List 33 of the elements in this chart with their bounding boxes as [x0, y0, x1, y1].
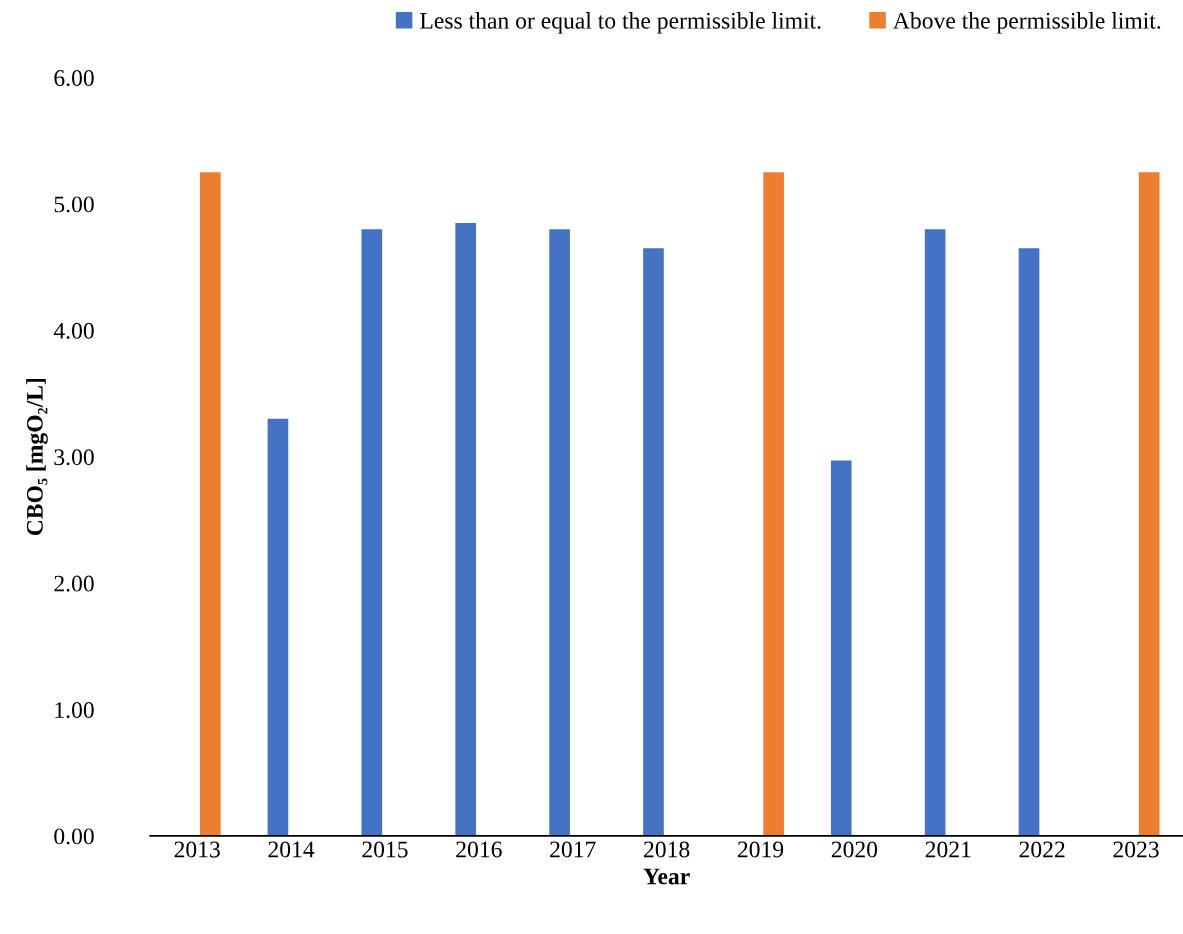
x-tick-label: 2015 — [362, 841, 408, 858]
y-tick-label: 3.00 — [54, 449, 94, 466]
y-tick-label: 2.00 — [54, 575, 94, 592]
y-axis-title: CBO₅ [mgO₂/L] — [26, 378, 48, 536]
bar — [267, 418, 289, 836]
bar — [924, 229, 946, 836]
bar — [1138, 172, 1160, 836]
x-tick-label: 2013 — [174, 841, 220, 858]
x-axis-title: Year — [643, 868, 690, 885]
x-tick-label: 2021 — [925, 841, 971, 858]
bar — [1018, 248, 1040, 836]
bar — [200, 172, 221, 836]
legend-label: Above the permissible limit. — [893, 12, 1161, 34]
x-tick-label: 2020 — [831, 841, 878, 858]
bar — [763, 172, 784, 836]
x-tick-label: 2023 — [1113, 841, 1159, 858]
bar — [455, 222, 477, 836]
x-tick-label: 2017 — [550, 841, 596, 858]
x-tick-label: 2014 — [268, 841, 315, 858]
y-tick-label: 5.00 — [54, 196, 94, 213]
x-tick-label: 2022 — [1019, 841, 1065, 858]
bar — [643, 248, 664, 836]
x-tick-label: 2018 — [644, 841, 690, 858]
bar — [830, 460, 852, 836]
y-tick-label: 4.00 — [53, 322, 94, 339]
x-tick-label: 2016 — [456, 841, 502, 858]
x-tick-label: 2019 — [737, 841, 784, 858]
y-tick-label: 6.00 — [54, 70, 94, 87]
y-tick-label: 1.00 — [55, 702, 94, 719]
bar — [549, 229, 570, 836]
y-tick-label: 0.00 — [54, 828, 94, 845]
bar — [361, 229, 383, 836]
legend-label: Less than or equal to the permissible limit. — [420, 12, 821, 34]
